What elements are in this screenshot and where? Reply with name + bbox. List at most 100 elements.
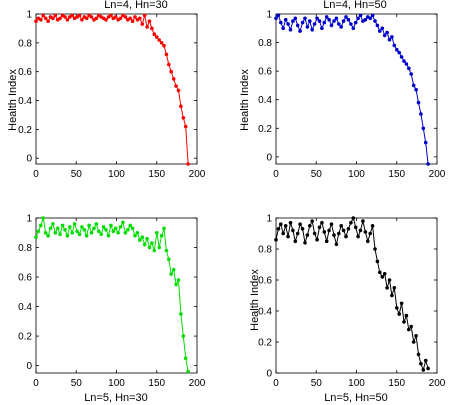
data-point	[179, 312, 183, 316]
data-point	[169, 69, 173, 74]
x-tick-label: 150	[148, 169, 165, 180]
data-point	[65, 18, 70, 22]
x-tick-label: 150	[148, 378, 165, 389]
data-point	[339, 224, 344, 228]
data-point	[179, 104, 183, 109]
data-point	[317, 19, 322, 23]
data-point	[353, 225, 358, 230]
data-point	[368, 16, 373, 21]
data-point	[75, 229, 79, 234]
data-point	[421, 368, 426, 372]
data-point	[291, 19, 295, 23]
x-tick-label: 100	[348, 378, 365, 389]
panel-ln5-hn30: Ln=5, Hn=30 0 50 100 150 200 0 0.2 0.4 0.6 0.8 1	[18, 214, 206, 405]
data-point	[286, 22, 290, 26]
y-tick-label: 0.4	[18, 96, 32, 107]
data-point	[426, 366, 430, 371]
data-point	[293, 239, 298, 244]
series-line	[35, 14, 189, 165]
data-point	[320, 26, 324, 31]
data-point	[312, 22, 317, 26]
data-point	[155, 231, 159, 235]
data-point	[279, 20, 283, 25]
data-point	[356, 16, 360, 21]
data-point	[363, 230, 368, 234]
y-tick-label: 0.4	[258, 95, 272, 106]
data-point	[382, 33, 387, 38]
panel-ln4-hn30: Ln=4, Hn=30 Health Index 0 50 100 150 200 0 0.…	[7, 0, 206, 180]
y-axis-label: Health Index	[239, 69, 251, 131]
data-point	[337, 22, 341, 26]
data-point	[97, 229, 101, 234]
data-point	[116, 231, 120, 235]
data-point	[84, 233, 89, 238]
data-point	[402, 320, 406, 324]
data-point	[295, 23, 300, 28]
data-point	[361, 219, 365, 223]
data-point	[171, 267, 176, 272]
data-point	[315, 237, 319, 242]
data-point	[317, 225, 322, 230]
data-point	[363, 17, 368, 22]
data-point	[380, 26, 385, 31]
y-tick-label: 0.6	[258, 276, 272, 287]
data-point	[385, 30, 389, 35]
data-point	[404, 313, 409, 318]
series-line	[275, 216, 429, 372]
data-point	[291, 228, 295, 233]
y-tick-label: 0	[26, 154, 32, 165]
data-point	[77, 232, 82, 236]
data-point	[373, 247, 377, 251]
data-point	[407, 66, 411, 71]
data-point	[358, 228, 363, 233]
data-point	[89, 231, 94, 235]
data-point	[104, 18, 108, 22]
data-point	[58, 16, 62, 21]
x-tick-label: 100	[348, 169, 365, 180]
data-point	[358, 13, 363, 18]
data-point	[411, 340, 416, 344]
data-point	[164, 52, 169, 57]
x-axis-label: Ln=5, Hn=30	[84, 392, 148, 404]
data-point	[58, 232, 62, 236]
panel-title: Ln=4, Hn=30	[104, 0, 168, 11]
data-point	[155, 35, 159, 39]
x-tick-label: 0	[33, 169, 39, 180]
data-point	[310, 27, 315, 32]
data-point	[300, 20, 305, 25]
data-point	[419, 112, 423, 116]
data-point	[419, 361, 423, 366]
data-point	[409, 324, 414, 329]
data-point	[51, 222, 55, 226]
x-tick-label: 50	[311, 378, 323, 389]
data-point	[300, 227, 305, 231]
data-point	[414, 334, 418, 338]
data-point	[288, 27, 293, 32]
x-tick-label: 50	[311, 169, 323, 180]
x-tick-label: 0	[273, 169, 279, 180]
data-point	[99, 232, 103, 236]
data-point	[152, 32, 157, 36]
data-point	[339, 25, 344, 29]
data-point	[378, 270, 382, 275]
data-point	[130, 226, 135, 231]
data-point	[332, 19, 336, 23]
y-tick-label: 0.8	[258, 38, 272, 49]
data-point	[147, 245, 152, 250]
data-point	[298, 29, 302, 33]
plot-area: 0 50 100 150 200 0 0.2 0.4 0.6 0.8 1	[258, 214, 446, 390]
data-point	[349, 22, 353, 26]
panel-ln4-hn50: Ln=4, Hn=50 Health Index 0 50 100 150 200 0 0.…	[239, 0, 446, 180]
data-point	[157, 38, 161, 42]
x-tick-label: 100	[108, 169, 125, 180]
data-point	[162, 43, 166, 48]
data-point	[159, 233, 164, 238]
data-point	[121, 220, 125, 225]
data-point	[293, 16, 298, 21]
data-point	[310, 219, 315, 223]
data-point	[281, 26, 286, 31]
data-point	[392, 286, 397, 290]
data-point	[411, 83, 416, 88]
data-point	[80, 225, 84, 229]
data-point	[128, 223, 132, 228]
